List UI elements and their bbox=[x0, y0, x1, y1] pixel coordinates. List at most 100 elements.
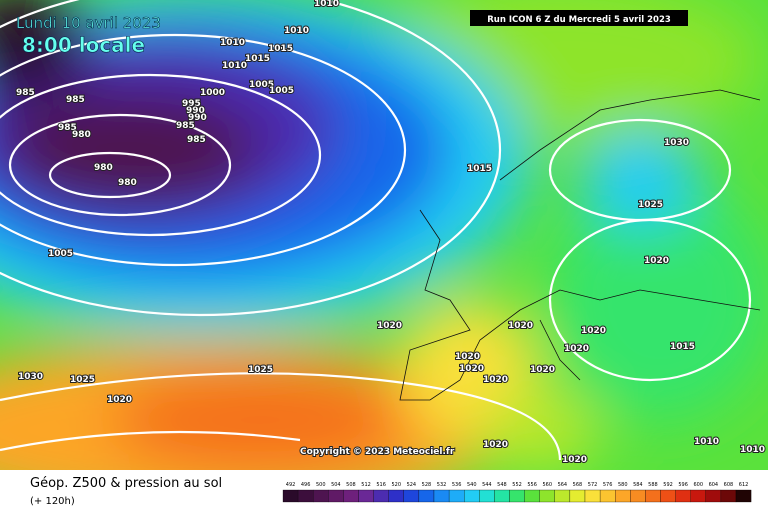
isobar-label: 1000 bbox=[200, 88, 225, 98]
scale-cell bbox=[645, 489, 661, 503]
isobar-label: 1010 bbox=[220, 38, 245, 48]
scale-label: 492 bbox=[286, 482, 296, 488]
scale-label: 524 bbox=[407, 482, 417, 488]
scale-label: 528 bbox=[422, 482, 432, 488]
isobar-label: 980 bbox=[118, 178, 137, 188]
scale-cell bbox=[328, 489, 344, 503]
isobar-label: 1020 bbox=[483, 375, 508, 385]
scale-label: 580 bbox=[618, 482, 628, 488]
scale-cell bbox=[464, 489, 480, 503]
time: 8:00 locale bbox=[22, 33, 145, 57]
isobar-label: 1010 bbox=[740, 445, 765, 455]
isobar-label: 990 bbox=[186, 106, 205, 116]
scale-cell bbox=[494, 489, 510, 503]
scale-label: 544 bbox=[482, 482, 492, 488]
scale-label: 552 bbox=[512, 482, 522, 488]
scale-cell bbox=[584, 489, 601, 503]
scale-label: 584 bbox=[633, 482, 643, 488]
scale-label: 608 bbox=[724, 482, 734, 488]
isobar-label: 1025 bbox=[70, 375, 95, 385]
scale-cell bbox=[403, 489, 420, 503]
scale-cell bbox=[343, 489, 359, 503]
isobar-label: 985 bbox=[16, 88, 35, 98]
run: Run ICON 6 Z du Mercredi 5 avril 2023 bbox=[487, 15, 671, 25]
isobar-label: 1015 bbox=[268, 44, 293, 54]
isobar-label: 1020 bbox=[455, 352, 480, 362]
scale-cell bbox=[735, 489, 752, 503]
scale-label: 520 bbox=[391, 482, 401, 488]
scale-label: 496 bbox=[301, 482, 311, 488]
scale-label: 612 bbox=[739, 482, 749, 488]
scale-cell bbox=[358, 489, 374, 503]
isobar-label: 1010 bbox=[314, 0, 339, 9]
scale-cell bbox=[720, 489, 737, 503]
scale-cell bbox=[539, 489, 555, 503]
isobar-label: 1020 bbox=[564, 344, 589, 354]
isobar-label: 1020 bbox=[562, 455, 587, 465]
isobar-label: 1005 bbox=[249, 80, 274, 90]
scale-label: 588 bbox=[648, 482, 658, 488]
isobar-label: 985 bbox=[187, 135, 206, 145]
isobar-label: 990 bbox=[188, 113, 207, 123]
scale-label: 540 bbox=[467, 482, 477, 488]
scale-label: 572 bbox=[588, 482, 598, 488]
scale-label: 504 bbox=[331, 482, 341, 488]
isobar-label: 1020 bbox=[459, 364, 484, 374]
scale-cell bbox=[418, 489, 435, 503]
scale-cell bbox=[675, 489, 691, 503]
isobar-label: 985 bbox=[66, 95, 85, 105]
scale-label: 560 bbox=[542, 482, 552, 488]
isobar-label: 1010 bbox=[284, 26, 309, 36]
scale-label: 516 bbox=[376, 482, 386, 488]
scale-label: 532 bbox=[437, 482, 447, 488]
isobar-label: 1025 bbox=[638, 200, 663, 210]
scale-cell bbox=[524, 489, 540, 503]
footer-lead: (+ 120h) bbox=[30, 496, 75, 507]
scale-cell bbox=[509, 489, 525, 503]
scale-label: 604 bbox=[709, 482, 719, 488]
scale-cell bbox=[690, 489, 706, 503]
scale-label: 548 bbox=[497, 482, 507, 488]
scale-label: 592 bbox=[663, 482, 673, 488]
isobar-label: 1005 bbox=[269, 86, 294, 96]
isobar-label: 985 bbox=[58, 123, 77, 133]
scale-label: 596 bbox=[678, 482, 688, 488]
isobar-label: 995 bbox=[182, 99, 201, 109]
isobar-label: 985 bbox=[176, 121, 195, 131]
scale-cell bbox=[705, 489, 722, 503]
isobar-label: 1020 bbox=[377, 321, 402, 331]
scale-label: 568 bbox=[573, 482, 583, 488]
isobar-label: 1015 bbox=[245, 54, 270, 64]
scale-cell bbox=[313, 489, 329, 503]
isobar-label: 1030 bbox=[18, 372, 43, 382]
isobar-label: 1020 bbox=[530, 365, 555, 375]
scale-cell bbox=[660, 489, 676, 503]
scale-cell bbox=[448, 489, 465, 503]
isobar-label: 1025 bbox=[248, 365, 273, 375]
date: Lundi 10 avril 2023 bbox=[16, 14, 161, 32]
scale-label: 508 bbox=[346, 482, 356, 488]
scale-label: 512 bbox=[361, 482, 371, 488]
scale-cell bbox=[297, 489, 314, 503]
scale-cell bbox=[630, 489, 646, 503]
isobar-label: 980 bbox=[72, 130, 91, 140]
isobar-label: 1010 bbox=[694, 437, 719, 447]
isobar-label: 1015 bbox=[670, 342, 695, 352]
scale-cell bbox=[554, 489, 571, 503]
scale-label: 600 bbox=[693, 482, 703, 488]
isobar-label: 1020 bbox=[107, 395, 132, 405]
run-box bbox=[470, 10, 688, 26]
scale-cell bbox=[388, 489, 404, 503]
scale-cell bbox=[569, 489, 586, 503]
scale-label: 556 bbox=[527, 482, 537, 488]
footer-title: Géop. Z500 & pression au sol bbox=[30, 476, 222, 491]
isobar-label: 980 bbox=[94, 163, 113, 173]
scale-cell bbox=[373, 489, 389, 503]
isobar-label: 1030 bbox=[664, 138, 689, 148]
isobar-label: 1020 bbox=[483, 440, 508, 450]
scale-cell bbox=[599, 489, 616, 503]
isobar-label: 1015 bbox=[467, 164, 492, 174]
scale-label: 536 bbox=[452, 482, 462, 488]
